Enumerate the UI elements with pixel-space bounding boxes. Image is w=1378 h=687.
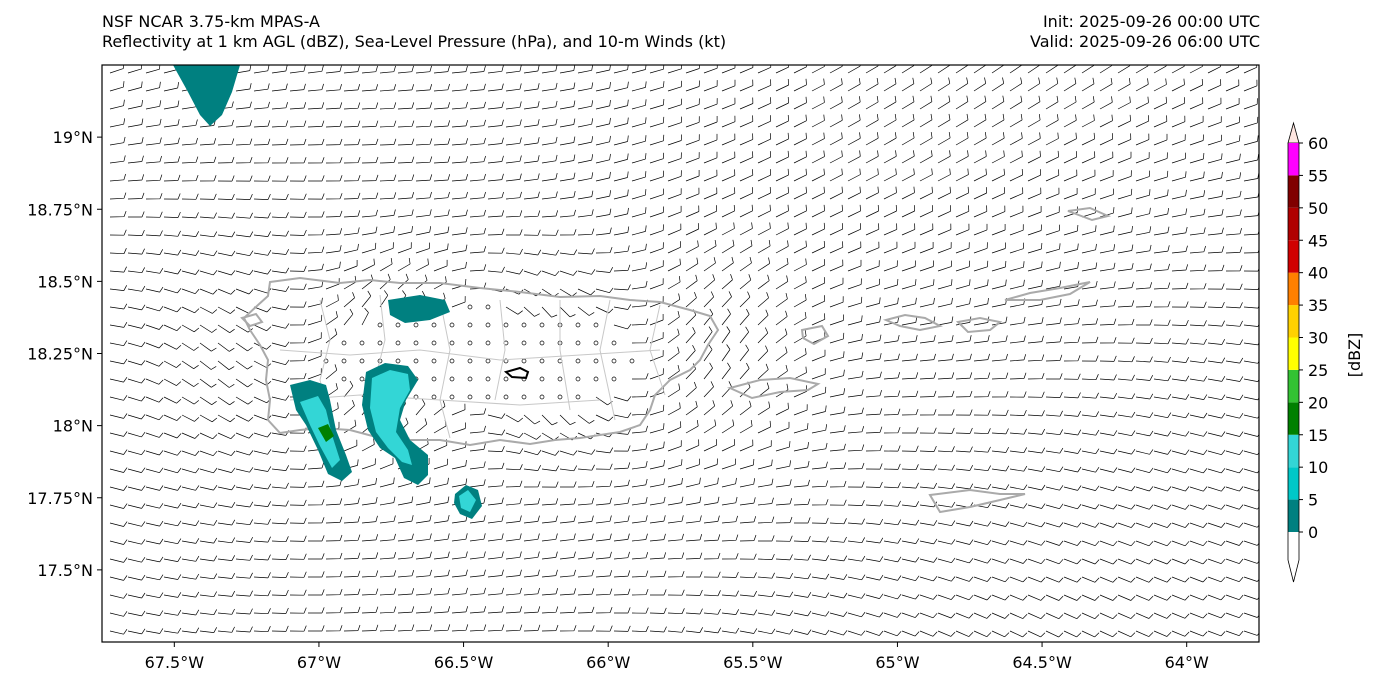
echo-central-cell-inner [370, 370, 412, 465]
map-area [102, 65, 1259, 642]
slp-contour [503, 366, 530, 380]
puerto-rico-coast [242, 276, 720, 447]
colorbar-extend-max [1287, 121, 1300, 144]
colorbar-segment [1288, 337, 1299, 370]
vieques-coast [727, 376, 821, 400]
colorbar-tick-label: 60 [1308, 134, 1328, 153]
reflectivity-layer [173, 65, 482, 519]
y-axis: 19°N 18.75°N 18.5°N 18.25°N 18°N 17.75°N 17.5°… [27, 128, 102, 580]
colorbar-segment [1288, 402, 1299, 435]
x-tick-label: 67°W [297, 653, 341, 672]
colorbar-tick-label: 30 [1308, 329, 1328, 348]
colorbar-segment [1288, 207, 1299, 241]
x-tick-label: 66.5°W [434, 653, 494, 672]
colorbar-segment [1288, 175, 1299, 208]
colorbar-tick-label: 45 [1308, 231, 1328, 250]
y-tick-label: 17.75°N [27, 489, 93, 508]
y-tick-label: 18°N [53, 417, 93, 436]
colorbar-segment [1288, 434, 1299, 468]
init-time: Init: 2025-09-26 00:00 UTC [1042, 12, 1260, 31]
model-title: NSF NCAR 3.75-km MPAS-A [102, 12, 320, 31]
echo-sw-cell-inner [300, 396, 340, 468]
colorbar-tick-label: 10 [1308, 458, 1328, 477]
colorbar-tick-label: 35 [1308, 296, 1328, 315]
colorbar-tick-label: 55 [1308, 166, 1328, 185]
mona-coast [240, 312, 264, 328]
field-description: Reflectivity at 1 km AGL (dBZ), Sea-Leve… [102, 32, 727, 51]
colorbar-extend-min [1287, 559, 1300, 583]
echo-north-coast-cell [388, 295, 450, 323]
colorbar-tick-label: 5 [1308, 491, 1318, 510]
colorbar-tick-label: 15 [1308, 426, 1328, 445]
wind-barbs-layer [109, 65, 1259, 638]
x-tick-label: 67.5°W [145, 653, 205, 672]
colorbar-segment [1288, 305, 1299, 338]
anegada-coast [1067, 206, 1112, 222]
x-axis: 67.5°W 67°W 66.5°W 66°W 65.5°W 65°W 64.5°W 64°W [145, 642, 1209, 672]
y-tick-label: 18.75°N [27, 200, 93, 219]
colorbar-segment [1288, 272, 1299, 306]
colorbar-below-min [1288, 532, 1299, 560]
tortola-coast [1004, 281, 1091, 301]
culebra-coast [800, 324, 830, 346]
plot-title-right: Init: 2025-09-26 00:00 UTC Valid: 2025-0… [1030, 12, 1260, 52]
colorbar-segment [1288, 369, 1299, 403]
wind-barb-glyphs [109, 65, 1259, 638]
y-tick-label: 18.25°N [27, 345, 93, 364]
colorbar-tick-label: 20 [1308, 393, 1328, 412]
colorbar-frame [1287, 143, 1300, 560]
colorbar-tick-label: 0 [1308, 523, 1318, 542]
colorbar-segment [1288, 143, 1299, 176]
st-croix-coast [928, 488, 1026, 514]
colorbar-tick-label: 50 [1308, 199, 1328, 218]
colorbar: 0 5 10 15 20 25 30 35 40 45 50 55 60 [1287, 121, 1328, 583]
plot-title-left: NSF NCAR 3.75-km MPAS-A Reflectivity at … [102, 12, 726, 52]
y-tick-label: 19°N [53, 128, 93, 147]
colorbar-tick-label: 40 [1308, 264, 1328, 283]
y-tick-label: 18.5°N [37, 272, 93, 291]
x-tick-label: 66°W [586, 653, 630, 672]
municipal-boundaries-layer [279, 294, 666, 439]
st-john-coast [955, 316, 1003, 334]
x-tick-label: 65°W [875, 653, 919, 672]
coastlines-layer [240, 206, 1112, 514]
y-tick-label: 17.5°N [37, 561, 93, 580]
x-tick-label: 65.5°W [723, 653, 783, 672]
x-tick-label: 64°W [1165, 653, 1209, 672]
echo-sw-core [318, 424, 334, 442]
colorbar-segment [1288, 499, 1299, 532]
x-tick-label: 64.5°W [1012, 653, 1072, 672]
colorbar-unit-label: [dBZ] [1345, 333, 1364, 378]
echo-north-cell [173, 65, 240, 126]
valid-time: Valid: 2025-09-26 06:00 UTC [1029, 32, 1260, 51]
st-thomas-coast [882, 313, 943, 332]
colorbar-tick-label: 25 [1308, 361, 1328, 380]
colorbar-segment [1288, 240, 1299, 273]
colorbar-segment [1288, 467, 1299, 500]
